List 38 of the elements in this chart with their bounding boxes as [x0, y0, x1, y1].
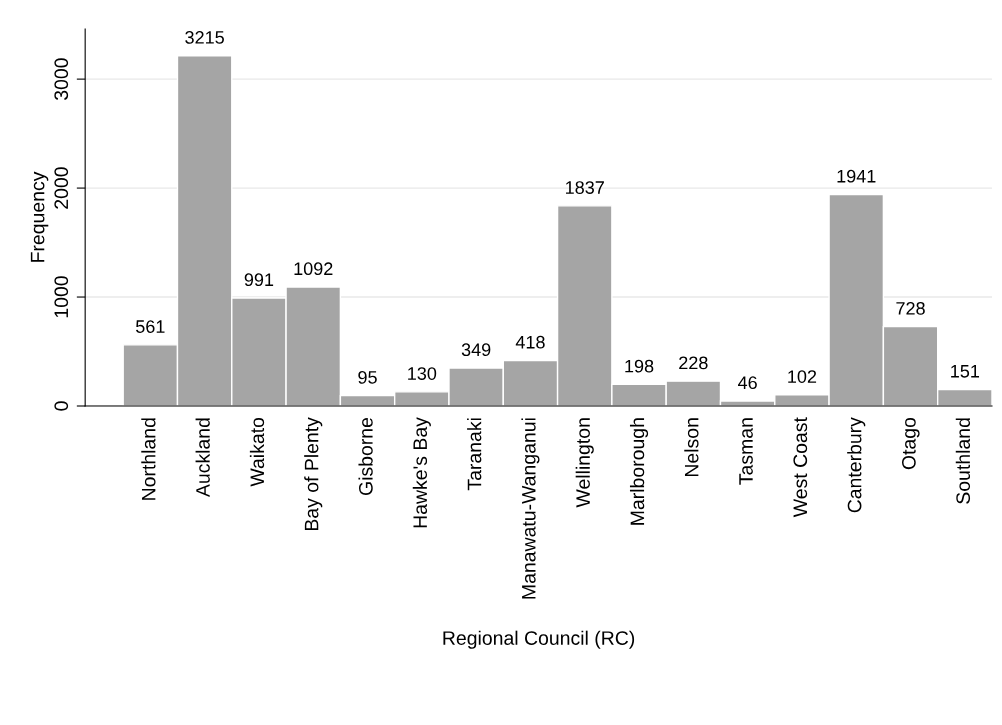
x-tick-label: Gisborne — [358, 417, 373, 496]
x-tick-label: Manawatu-Wanganui — [521, 418, 540, 599]
data-label: 3215 — [185, 31, 224, 44]
x-tick-label: Canterbury — [847, 417, 866, 513]
x-tick-label: Wellington — [575, 418, 594, 508]
data-label: 418 — [515, 335, 545, 349]
data-label: 130 — [408, 367, 437, 380]
x-tick-label: Otago — [901, 417, 920, 470]
data-label: 46 — [738, 376, 757, 390]
data-label: 349 — [461, 343, 491, 357]
x-tick-label: Nelson — [684, 418, 699, 477]
data-label: 102 — [788, 370, 817, 383]
data-label: 95 — [358, 370, 377, 384]
x-tick-label: Southland — [955, 418, 971, 504]
x-tick-label: Waikato — [249, 417, 265, 487]
data-label: 991 — [244, 273, 274, 287]
data-label: 1941 — [837, 169, 876, 183]
x-tick-label: Tasman — [739, 418, 753, 485]
y-tick-label: 1000 — [54, 276, 69, 318]
x-axis-title: Regional Council (RC) — [443, 630, 635, 649]
x-tick-label: Taranaki — [467, 418, 482, 491]
y-tick-label: 3000 — [54, 58, 69, 101]
data-label: 151 — [951, 365, 980, 378]
x-tick-label: Auckland — [195, 418, 210, 498]
y-tick-label: 0 — [54, 401, 69, 411]
x-tick-label: Hawke's Bay — [412, 417, 431, 528]
data-label: 728 — [896, 301, 925, 315]
y-tick-label: 2000 — [54, 167, 69, 209]
data-label: 198 — [625, 359, 654, 373]
data-label: 1092 — [294, 262, 333, 276]
x-tick-label: Northland — [141, 418, 156, 500]
data-label: 1837 — [566, 181, 604, 194]
data-label: 561 — [135, 320, 165, 333]
x-tick-label: Bay of Plenty — [304, 417, 323, 531]
x-tick-label: West Coast — [793, 417, 808, 518]
data-label: 228 — [679, 356, 708, 370]
x-tick-label: Marlborough — [629, 418, 649, 525]
y-axis-title: Frequency — [30, 171, 49, 262]
